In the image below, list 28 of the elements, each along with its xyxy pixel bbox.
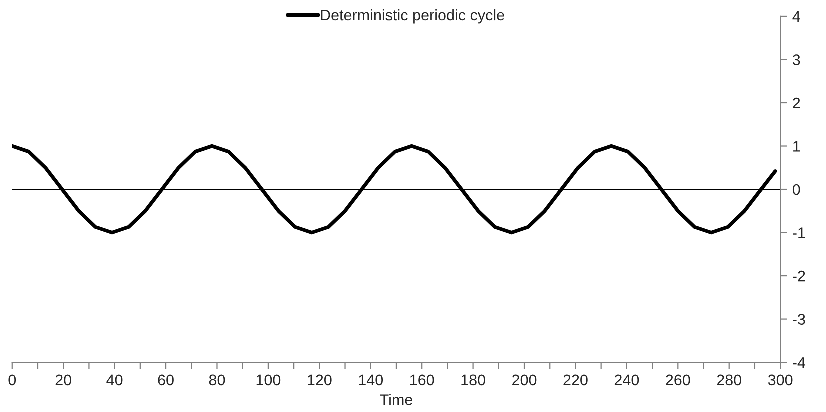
x-tick-label: 200 xyxy=(512,374,537,386)
x-tick-label: 300 xyxy=(768,374,793,386)
y-tick-label: -1 xyxy=(793,228,806,238)
x-tick-label: 60 xyxy=(158,374,174,386)
x-tick-label: 0 xyxy=(8,374,16,386)
y-tick-label: 0 xyxy=(792,184,800,196)
line-series xyxy=(12,144,778,235)
x-tick-label: 120 xyxy=(308,374,332,386)
x-tick-label: 40 xyxy=(106,374,123,386)
y-tick-label: 3 xyxy=(792,54,800,66)
x-axis-title: Time xyxy=(380,394,412,406)
x-tick-label: 240 xyxy=(614,374,640,386)
legend-label: Deterministic periodic cycle xyxy=(321,9,504,24)
x-tick-label: 160 xyxy=(410,374,434,386)
x-tick-label: 80 xyxy=(209,374,226,386)
y-tick-label: -4 xyxy=(793,358,806,368)
y-tick-label: 4 xyxy=(792,12,800,22)
x-tick-label: 140 xyxy=(359,374,384,386)
y-tick-label: 2 xyxy=(793,98,800,109)
y-tick-label: 1 xyxy=(794,141,800,152)
x-tick-label: 100 xyxy=(256,374,281,386)
x-tick-label: 260 xyxy=(666,374,690,386)
y-tick-label: -2 xyxy=(793,270,806,282)
x-tick-label: 220 xyxy=(564,374,588,386)
x-tick-label: 20 xyxy=(56,374,72,386)
x-tick-label: 280 xyxy=(717,374,742,386)
y-tick-label: -3 xyxy=(793,314,806,325)
x-tick-label: 180 xyxy=(462,374,486,386)
